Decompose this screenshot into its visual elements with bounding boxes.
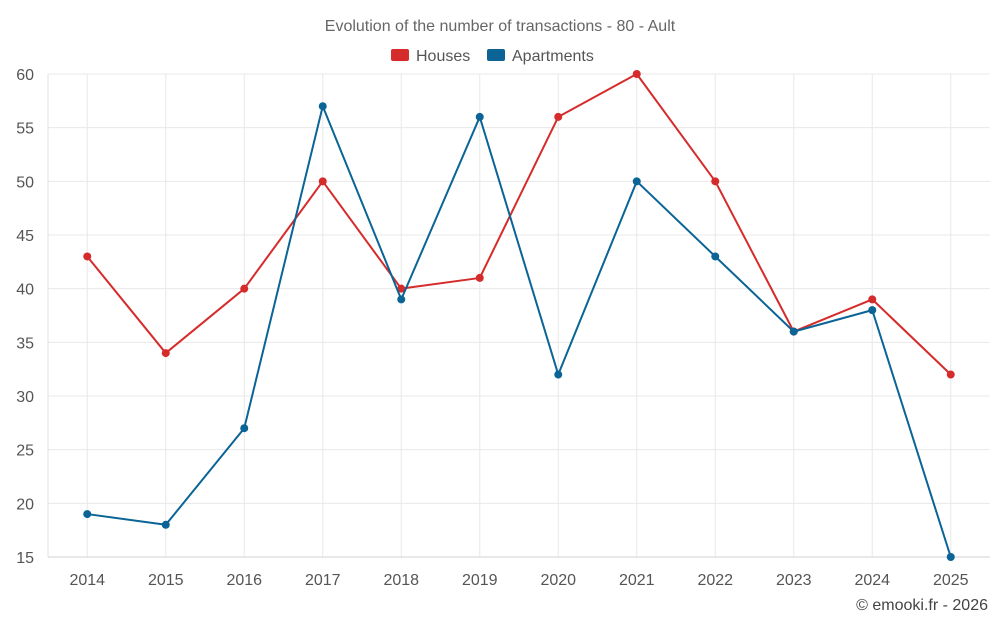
data-point-apartments[interactable] (161, 520, 170, 529)
legend: Houses Apartments (391, 48, 594, 65)
y-tick-label: 55 (16, 121, 34, 138)
legend-item-houses[interactable]: Houses (391, 48, 470, 65)
x-tick-label: 2024 (854, 572, 890, 589)
data-point-houses[interactable] (161, 349, 170, 358)
y-tick-label: 45 (16, 228, 34, 245)
x-tick-label: 2022 (697, 572, 733, 589)
data-point-houses[interactable] (554, 112, 563, 121)
x-tick-label: 2021 (619, 572, 655, 589)
series-line-apartments (87, 105, 952, 558)
y-tick-label: 25 (16, 443, 34, 460)
data-point-apartments[interactable] (632, 177, 641, 186)
x-tick-label: 2014 (69, 572, 105, 589)
series-line-houses (86, 73, 952, 376)
data-point-apartments[interactable] (946, 553, 955, 561)
data-point-houses[interactable] (318, 177, 327, 186)
series-apartments (83, 102, 955, 561)
data-point-apartments[interactable] (868, 306, 877, 315)
legend-label-apartments: Apartments (512, 48, 594, 65)
series-houses (83, 70, 955, 379)
series (83, 70, 955, 561)
data-point-houses[interactable] (475, 273, 484, 282)
gridlines (47, 73, 990, 558)
data-point-houses[interactable] (868, 295, 877, 304)
x-tick-label: 2023 (776, 572, 812, 589)
data-point-houses[interactable] (397, 284, 406, 293)
data-point-houses[interactable] (946, 370, 955, 379)
y-tick-label: 15 (16, 550, 34, 567)
y-tick-label: 35 (16, 335, 34, 352)
chart-title: Evolution of the number of transactions … (325, 18, 676, 35)
x-axis: 2014 2015 2016 2017 2018 2019 2020 2021 2022 2023… (69, 572, 968, 589)
legend-label-houses: Houses (416, 48, 470, 65)
x-tick-label: 2017 (305, 572, 341, 589)
x-tick-label: 2020 (540, 572, 576, 589)
credit-text: © emooki.fr - 2026 (856, 597, 988, 614)
legend-swatch-apartments (487, 49, 505, 61)
y-axis: 15 20 25 30 35 40 45 50 55 60 (16, 67, 34, 567)
y-tick-label: 40 (16, 282, 34, 299)
y-tick-label: 60 (16, 67, 34, 84)
data-point-apartments[interactable] (83, 510, 92, 519)
data-point-houses[interactable] (240, 284, 249, 293)
y-tick-label: 20 (16, 496, 34, 513)
x-tick-label: 2025 (933, 572, 969, 589)
legend-item-apartments[interactable]: Apartments (487, 48, 594, 65)
x-tick-label: 2015 (148, 572, 184, 589)
x-tick-label: 2019 (462, 572, 498, 589)
data-point-houses[interactable] (632, 70, 641, 78)
data-point-apartments[interactable] (554, 370, 563, 379)
data-point-apartments[interactable] (397, 295, 406, 304)
x-tick-label: 2016 (226, 572, 262, 589)
data-point-houses[interactable] (711, 177, 720, 186)
x-tick-label: 2018 (383, 572, 419, 589)
data-point-apartments[interactable] (475, 112, 484, 121)
data-point-apartments[interactable] (789, 327, 798, 336)
y-tick-label: 50 (16, 174, 34, 191)
data-point-apartments[interactable] (240, 424, 249, 433)
y-tick-label: 30 (16, 389, 34, 406)
legend-swatch-houses (391, 49, 409, 61)
data-point-apartments[interactable] (318, 102, 327, 111)
data-point-houses[interactable] (83, 252, 92, 261)
data-point-apartments[interactable] (711, 252, 720, 261)
